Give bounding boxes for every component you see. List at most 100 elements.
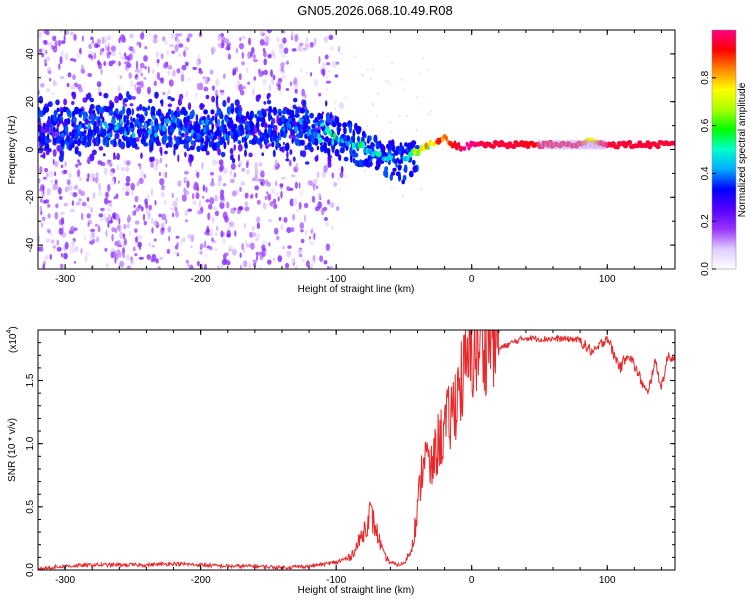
spectrogram-band-cell xyxy=(77,137,81,146)
spectrogram-noise-cell xyxy=(259,143,263,149)
spectrogram-noise-cell xyxy=(238,206,244,211)
spectrogram-noise-cell xyxy=(211,216,215,224)
spectrogram-noise-cell xyxy=(192,192,195,200)
spectrogram-noise-cell xyxy=(256,216,261,225)
spectrogram-noise-cell xyxy=(282,141,285,146)
spectrogram-noise-cell xyxy=(196,82,201,91)
spectrogram-noise-cell xyxy=(318,192,322,199)
spectrogram-noise-cell xyxy=(324,221,330,226)
spectrogram-noise-cell xyxy=(331,172,335,179)
spectrogram-band-cell xyxy=(367,155,371,162)
spectrogram-noise-cell xyxy=(286,60,289,65)
spectrogram-noise-cell xyxy=(161,213,167,221)
spectrogram-band-cell xyxy=(99,112,103,119)
spectrogram-noise-cell xyxy=(241,86,247,90)
spectrogram-noise-cell xyxy=(280,190,283,199)
spectrogram-noise-cell xyxy=(239,186,242,192)
snr-x-ticks: -300 -200 -100 0 100 xyxy=(37,330,662,586)
spectrogram-noise-cell xyxy=(219,202,225,209)
spectrogram-noise-cell xyxy=(258,265,262,269)
spectrogram-noise-cell xyxy=(216,225,219,231)
spectrogram-noise-cell xyxy=(390,131,393,134)
spectrogram-noise-cell xyxy=(130,258,135,266)
spectrogram-noise-cell xyxy=(163,62,168,69)
spectrogram-noise-cell xyxy=(235,47,239,54)
spectrogram-ridge-cell xyxy=(255,121,260,129)
spectrogram-noise-cell xyxy=(305,36,309,44)
spectrogram-band-cell xyxy=(244,141,248,149)
spectrogram-ridge-cell xyxy=(54,131,59,138)
spectrogram-noise-cell xyxy=(47,203,51,208)
spectrogram-noise-cell xyxy=(295,84,298,88)
spectrogram-noise-cell xyxy=(156,72,161,80)
spectrogram-noise-cell xyxy=(175,235,180,239)
spectrogram-noise-cell xyxy=(313,37,317,46)
spectrogram-noise-cell xyxy=(55,203,59,209)
spectrogram-noise-cell xyxy=(64,241,69,250)
spectrogram-band-cell xyxy=(102,128,106,138)
spectrogram-noise-cell xyxy=(224,252,229,257)
spectrogram-noise-cell xyxy=(58,187,62,195)
spectrogram-noise-cell xyxy=(40,210,43,216)
spectrogram-noise-cell xyxy=(241,167,245,172)
spectrogram-noise-cell xyxy=(201,162,204,170)
spectrogram-band-cell xyxy=(334,116,340,124)
spectrogram-noise-cell xyxy=(157,265,161,269)
spectrogram-noise-cell xyxy=(47,101,53,108)
spectrogram-noise-cell xyxy=(120,55,126,60)
spectrogram-band-cell xyxy=(185,135,191,142)
spectrogram-noise-cell xyxy=(79,177,82,182)
spectrogram-band-cell xyxy=(92,109,96,115)
spectrogram-noise-cell xyxy=(81,35,84,42)
spectrogram-band-cell xyxy=(316,145,320,151)
spectrogram-noise-cell xyxy=(111,103,115,109)
spectrogram-noise-cell xyxy=(310,229,314,234)
spectrogram-noise-cell xyxy=(91,149,97,156)
spectrogram-noise-cell xyxy=(153,238,157,242)
spectrogram-noise-cell xyxy=(294,181,298,189)
spectrogram-ridge-cell xyxy=(312,131,317,138)
spectrogram-noise-cell xyxy=(54,40,58,48)
spectrogram-noise-cell xyxy=(56,246,62,252)
spectrogram-ridge-cell xyxy=(243,115,247,122)
spectrogram-noise-cell xyxy=(52,149,57,157)
spectrogram-noise-cell xyxy=(174,44,179,52)
spectrogram-noise-cell xyxy=(123,98,129,103)
spectrogram-noise-cell xyxy=(292,213,295,221)
spectrogram-noise-cell xyxy=(84,255,88,263)
spectrogram-noise-cell xyxy=(72,192,78,198)
spectrogram-noise-cell xyxy=(312,259,315,266)
spectrogram-band-cell xyxy=(164,134,168,141)
snr-data-point xyxy=(539,338,540,339)
spectrogram-band-cell xyxy=(56,136,62,144)
spectrogram-noise-cell xyxy=(276,36,281,43)
spectrogram-band-cell xyxy=(271,141,275,148)
spectrogram-noise-cell xyxy=(243,222,247,229)
spectrogram-noise-cell xyxy=(44,255,49,261)
spectrogram-noise-cell xyxy=(290,227,295,233)
spectrogram-noise-cell xyxy=(420,187,422,191)
spectrogram-noise-cell xyxy=(384,79,387,83)
spectrogram-noise-cell xyxy=(223,38,228,44)
spectrogram-noise-cell xyxy=(134,220,140,225)
spectrogram-ridge-cell xyxy=(95,116,99,121)
spectrogram-ridge-cell xyxy=(270,129,273,136)
spectrogram-noise-cell xyxy=(172,212,175,218)
spectrogram-noise-cell xyxy=(139,80,144,88)
spectrogram-band-cell xyxy=(118,141,124,148)
spectrogram-noise-cell xyxy=(180,238,183,247)
spectrogram-noise-cell xyxy=(38,48,43,53)
spectrogram-noise-cell xyxy=(38,246,42,252)
spectrogram-noise-cell xyxy=(273,257,276,262)
spectrogram-ridge-cell xyxy=(349,139,353,145)
spectrogram-noise-cell xyxy=(253,76,257,81)
spectrogram-noise-cell xyxy=(229,169,233,176)
spectrogram-noise-cell xyxy=(52,245,57,249)
spectrogram-noise-cell xyxy=(196,171,200,179)
spectrogram-noise-cell xyxy=(89,103,95,110)
spectrogram-noise-cell xyxy=(60,30,63,34)
spectrogram-band-cell xyxy=(179,139,185,145)
spectrogram-noise-cell xyxy=(269,201,274,207)
spectrogram-noise-cell xyxy=(324,54,329,60)
spectrogram-band-cell xyxy=(337,122,342,128)
